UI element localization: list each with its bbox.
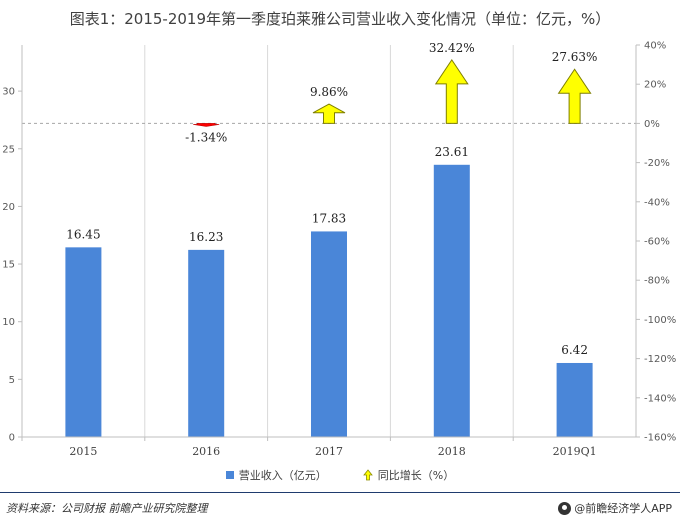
- footer-divider: [0, 492, 680, 493]
- source-note: 资料来源：公司财报 前瞻产业研究院整理: [6, 502, 208, 515]
- growth-data-label: -1.34%: [185, 130, 227, 144]
- growth-arrow-up: [434, 58, 469, 124]
- category-axis: 2015 2016 2017 2018 2019Q1: [21, 436, 636, 458]
- legend-bar-swatch: [225, 471, 234, 479]
- growth-arrow-down: [193, 123, 220, 127]
- legend: 营业收入（亿元） 同比增长（%）: [0, 467, 680, 483]
- revenue-bar: [65, 247, 102, 437]
- legend-item-revenue: 营业收入（亿元）: [225, 467, 327, 483]
- growth-arrow-up: [557, 68, 592, 124]
- right-tick-label: -120%: [644, 354, 676, 365]
- revenue-data-label: 23.61: [435, 145, 469, 159]
- right-tick-label: -60%: [644, 237, 670, 248]
- chart-area: 0 5 10 15 20 25 30 40% 20% 0% -20% -40% -60% -80% -10…: [2, 41, 676, 459]
- brand-text: @前瞻经济学人APP: [574, 502, 672, 515]
- left-tick-label: 30: [2, 87, 15, 98]
- right-tick-label: -40%: [644, 197, 670, 208]
- legend-revenue-label: 营业收入（亿元）: [238, 469, 327, 482]
- growth-arrow-up: [312, 103, 346, 124]
- revenue-bar: [556, 362, 593, 437]
- category-label: 2015: [69, 445, 97, 458]
- growth-data-label: 32.42%: [429, 41, 475, 55]
- left-tick-label: 10: [2, 317, 15, 328]
- left-tick-label: 20: [2, 202, 15, 213]
- left-tick-label: 25: [2, 144, 15, 155]
- category-label: 2016: [192, 445, 220, 458]
- revenue-data-label: 6.42: [561, 343, 588, 357]
- right-tick-label: 0%: [644, 119, 660, 130]
- right-tick-label: -20%: [644, 158, 670, 169]
- right-tick-label: -100%: [644, 315, 676, 326]
- revenue-data-label: 16.23: [189, 230, 223, 244]
- revenue-data-label: 16.45: [66, 227, 100, 241]
- revenue-bar: [311, 231, 347, 437]
- growth-data-label: 27.63%: [552, 50, 598, 64]
- brand-logo-icon: [558, 501, 572, 515]
- legend-growth-label: 同比增长（%）: [377, 469, 455, 482]
- growth-data-label: 9.86%: [310, 85, 348, 99]
- chart-title: 图表1：2015-2019年第一季度珀莱雅公司营业收入变化情况（单位：亿元，%）: [69, 10, 611, 28]
- right-tick-label: 40%: [644, 41, 666, 52]
- right-tick-label: -160%: [644, 433, 676, 444]
- right-tick-label: 20%: [644, 80, 666, 91]
- left-axis: 0 5 10 15 20 25 30: [2, 45, 23, 444]
- bars-layer: 16.45 16.23 17.83 23.61 6.42: [65, 145, 593, 437]
- right-axis: 40% 20% 0% -20% -40% -60% -80% -100% -120% -140% -…: [635, 41, 676, 444]
- left-tick-label: 0: [9, 433, 15, 444]
- right-tick-label: -80%: [644, 276, 670, 287]
- legend-item-growth: 同比增长（%）: [362, 467, 455, 483]
- revenue-bar: [188, 249, 225, 437]
- category-label: 2017: [315, 445, 343, 458]
- left-tick-label: 5: [9, 375, 15, 386]
- brand-watermark: @前瞻经济学人APP: [558, 500, 672, 516]
- category-label: 2018: [438, 445, 466, 458]
- revenue-data-label: 17.83: [312, 211, 346, 225]
- category-label: 2019Q1: [553, 445, 597, 458]
- legend-arrow-icon: [362, 469, 373, 481]
- right-tick-label: -140%: [644, 393, 676, 404]
- revenue-bar: [433, 164, 470, 437]
- arrows-layer: -1.34% 9.86% 32.42% 27.63%: [185, 41, 597, 145]
- left-tick-label: 15: [2, 260, 15, 271]
